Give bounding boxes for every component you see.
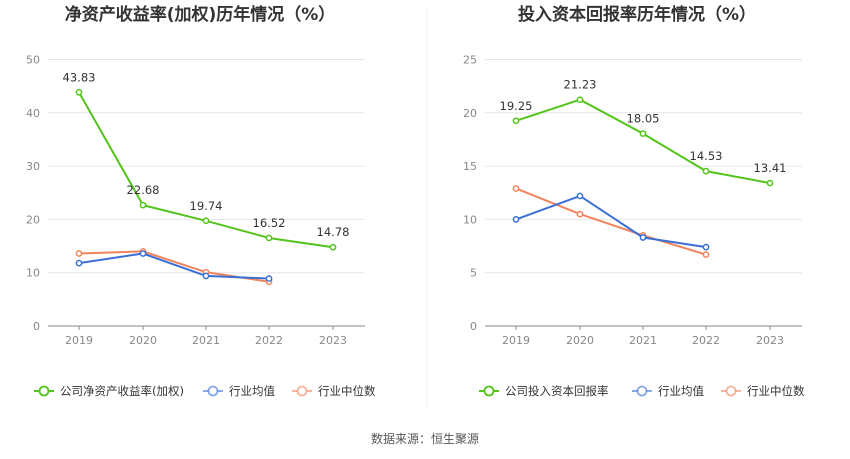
- chart-title: 净资产收益率(加权)历年情况（%）: [65, 4, 336, 25]
- series-line: [515, 187, 707, 256]
- legend-item-company[interactable]: 公司投入资本回报率: [479, 384, 609, 398]
- series-company: 43.83 22.68 19.74 16.52 14.78: [63, 70, 350, 251]
- data-source: 数据来源：恒生聚源: [370, 432, 479, 446]
- series-median: [75, 248, 273, 286]
- data-point: [512, 185, 520, 192]
- legend-label: 行业中位数: [318, 384, 376, 398]
- y-tick-label: 10: [26, 267, 40, 280]
- data-point: [639, 234, 647, 241]
- data-label: 16.52: [253, 216, 286, 230]
- y-tick-label: 5: [470, 267, 477, 280]
- data-point: [639, 130, 647, 137]
- y-tick-label: 15: [463, 160, 477, 173]
- legend-marker: [636, 385, 648, 397]
- x-tick-label: 2021: [192, 334, 220, 347]
- y-tick-label: 0: [33, 320, 40, 333]
- legend-marker: [38, 385, 50, 397]
- legend-label: 公司净资产收益率(加权): [60, 384, 184, 398]
- y-tick-label: 20: [26, 213, 40, 226]
- data-point: [265, 275, 273, 282]
- data-point: [766, 179, 774, 187]
- data-point: [576, 96, 584, 104]
- legend-marker: [483, 385, 495, 397]
- legend-item-avg[interactable]: 行业均值: [632, 384, 704, 398]
- legend-label: 行业均值: [658, 384, 704, 398]
- legend-marker: [207, 385, 219, 397]
- chart-1: 净资产收益率(加权)历年情况（%） 0 10 20 30 40 50 2019 2020 2021…: [26, 4, 376, 398]
- x-tick-label: 2022: [692, 334, 720, 347]
- data-label: 14.53: [690, 149, 723, 163]
- chart-title: 投入资本回报率历年情况（%）: [518, 4, 756, 25]
- x-tick-label: 2020: [129, 334, 157, 347]
- series-avg: [75, 250, 273, 282]
- legend-label: 公司投入资本回报率: [505, 384, 609, 398]
- data-label: 22.68: [127, 183, 160, 197]
- data-point: [702, 167, 710, 175]
- x-tick-label: 2020: [566, 334, 594, 347]
- chart-2: 投入资本回报率历年情况（%） 0 5 10 15 20 25 2019 2020 2021 2022…: [463, 4, 805, 398]
- data-label: 13.41: [754, 161, 787, 175]
- legend-item-median[interactable]: 行业中位数: [292, 384, 376, 398]
- data-label: 19.74: [190, 199, 223, 213]
- y-tick-label: 25: [463, 54, 477, 67]
- x-tick-label: 2023: [756, 334, 784, 347]
- y-tick-label: 10: [463, 213, 477, 226]
- data-label: 14.78: [317, 225, 350, 239]
- series-avg: [512, 192, 710, 251]
- data-point: [75, 89, 83, 96]
- data-point: [702, 243, 710, 251]
- data-point: [75, 250, 83, 257]
- data-point: [202, 272, 210, 280]
- y-tick-label: 0: [470, 320, 477, 333]
- data-point: [512, 216, 520, 223]
- series-median: [512, 185, 710, 258]
- legend-marker: [296, 385, 308, 397]
- series-company: 19.25 21.23 18.05 14.53 13.41: [500, 78, 787, 187]
- series-line: [78, 252, 270, 280]
- data-label: 19.25: [500, 99, 533, 113]
- legend-label: 行业均值: [229, 384, 275, 398]
- data-point: [702, 251, 710, 258]
- x-tick-label: 2019: [502, 334, 530, 347]
- data-point: [202, 217, 210, 225]
- data-point: [265, 234, 273, 242]
- data-label: 18.05: [627, 112, 660, 126]
- data-point: [139, 250, 147, 257]
- data-point: [75, 259, 83, 267]
- x-tick-label: 2019: [65, 334, 93, 347]
- legend-item-company[interactable]: 公司净资产收益率(加权): [34, 384, 184, 398]
- data-point: [512, 117, 520, 125]
- data-point: [576, 210, 584, 218]
- data-label: 43.83: [63, 70, 96, 84]
- x-tick-label: 2023: [319, 334, 347, 347]
- x-tick-label: 2021: [629, 334, 657, 347]
- y-tick-label: 40: [26, 107, 40, 120]
- data-point: [139, 201, 147, 209]
- y-tick-label: 20: [463, 107, 477, 120]
- data-label: 21.23: [564, 78, 597, 92]
- y-tick-label: 50: [26, 54, 40, 67]
- legend-item-avg[interactable]: 行业均值: [203, 384, 275, 398]
- y-tick-label: 30: [26, 160, 40, 173]
- legend-marker: [725, 385, 737, 397]
- data-point: [329, 243, 337, 251]
- legend-label: 行业中位数: [747, 384, 805, 398]
- series-line: [515, 194, 707, 249]
- data-point: [576, 192, 584, 200]
- x-tick-label: 2022: [255, 334, 283, 347]
- legend-item-median[interactable]: 行业中位数: [721, 384, 805, 398]
